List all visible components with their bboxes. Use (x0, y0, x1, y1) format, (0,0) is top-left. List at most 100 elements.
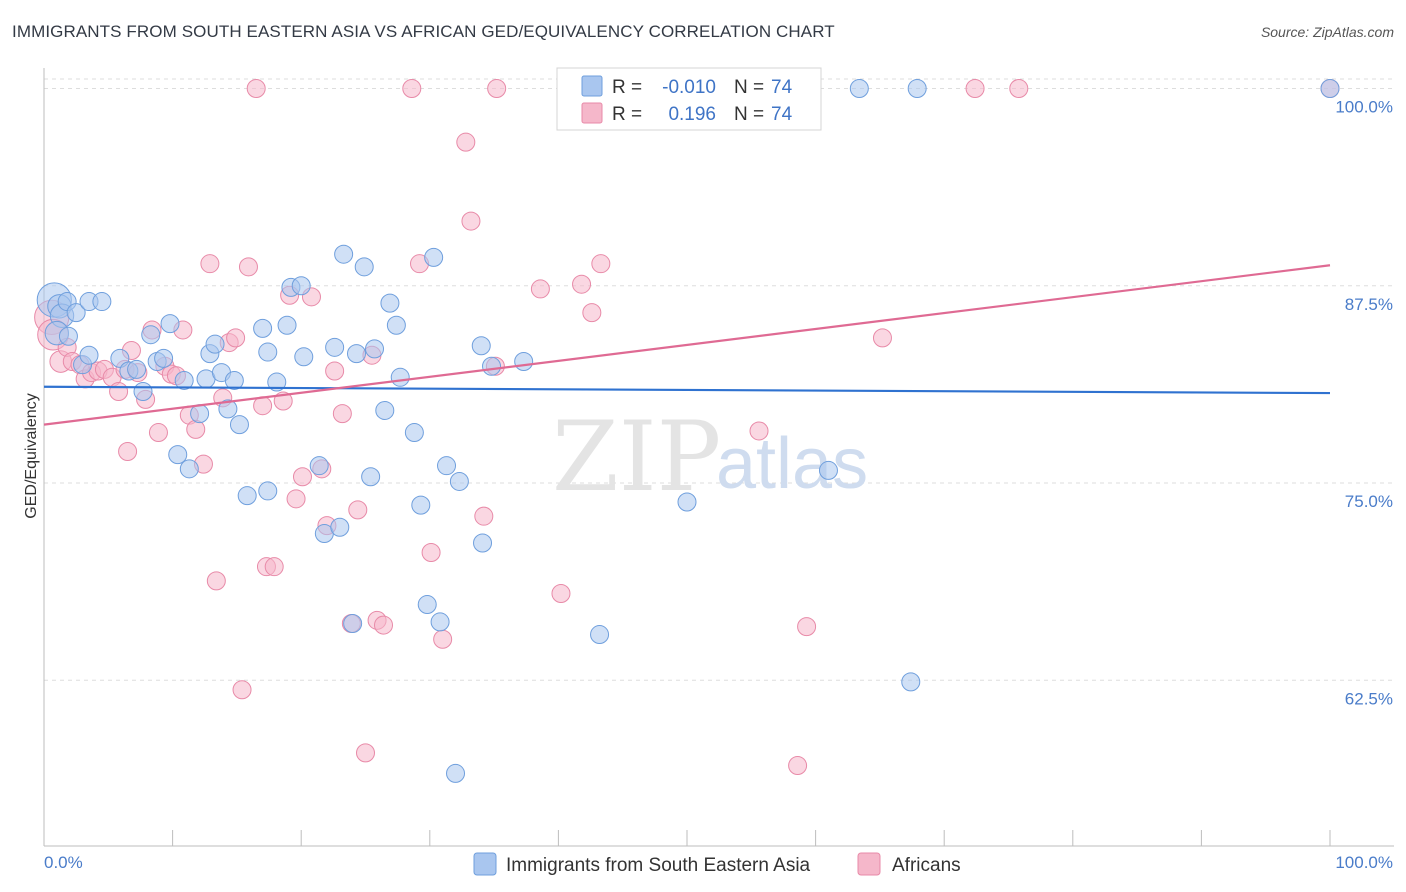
africans-point (591, 254, 611, 274)
y-tick-label: 62.5% (1345, 689, 1393, 708)
watermark-zip: ZIP (552, 401, 721, 513)
sea-immigrants-point (258, 481, 278, 501)
africans-point (118, 441, 138, 461)
series-legend: Immigrants from South Eastern Asia Afric… (473, 852, 961, 876)
sea-immigrants-point (346, 344, 366, 364)
africans-point (572, 274, 592, 294)
sea-immigrants-point (218, 399, 238, 419)
chart-source: Source: ZipAtlas.com (1260, 24, 1394, 40)
sea-immigrants-point (190, 404, 210, 424)
africans-point (148, 423, 168, 443)
sea-immigrants-point (386, 315, 406, 335)
africans-point (186, 419, 206, 439)
stats-legend-swatch-blue (581, 75, 603, 97)
africans-point (872, 328, 892, 348)
africans-point (200, 254, 220, 274)
sea-immigrants-point (417, 595, 437, 615)
sea-immigrants-point (168, 445, 188, 465)
sea-immigrants-point (430, 612, 450, 632)
africans-point (206, 571, 226, 591)
y-tick-label: 100.0% (1335, 98, 1393, 117)
sea-immigrants-point (446, 763, 466, 783)
sea-immigrants-point (267, 372, 287, 392)
sea-immigrants-point (514, 352, 534, 372)
africans-point (332, 404, 352, 424)
africans-point (292, 467, 312, 487)
sea-immigrants-point (677, 492, 697, 512)
y-tick-label: 75.0% (1345, 492, 1393, 511)
stats-legend-swatch-pink (581, 102, 603, 124)
africans-point (474, 506, 494, 526)
africans-point (264, 557, 284, 577)
grid-layer (44, 78, 1394, 681)
sea-immigrants-point (277, 315, 297, 335)
series-legend-swatch-blue (473, 852, 497, 876)
sea-immigrants-point (361, 467, 381, 487)
sea-immigrants-point (205, 334, 225, 354)
africans-point (356, 743, 375, 763)
stats-legend-r-value-pink: 0.196 (668, 104, 716, 125)
africans-point (286, 489, 306, 509)
series-legend-label-pink: Africans (892, 855, 961, 876)
sea-immigrants-point (849, 79, 869, 99)
sea-immigrants-point (253, 318, 273, 338)
africans-point (109, 382, 129, 402)
africans-point (551, 584, 571, 604)
sea-immigrants-point (127, 359, 147, 379)
sea-immigrants-point (343, 613, 363, 633)
stats-legend-n-value-pink: 74 (771, 104, 793, 125)
africans-point (421, 542, 441, 562)
africans-point (238, 257, 258, 277)
sea-immigrants-point (404, 423, 424, 443)
stats-legend-n-value-blue: 74 (771, 77, 793, 98)
sea-immigrants-point (380, 293, 400, 313)
sea-immigrants-point (229, 415, 249, 435)
africans-point (456, 132, 476, 152)
sea-immigrants-point (133, 382, 153, 402)
sea-immigrants-point (354, 257, 374, 277)
sea-immigrants-point (1320, 79, 1340, 99)
sea-immigrants-point (66, 303, 86, 323)
sea-immigrants-point (258, 342, 278, 362)
axis-layer (43, 68, 1394, 847)
sea-immigrants-point (309, 456, 329, 476)
africans-point (402, 79, 422, 99)
sea-immigrants-point (437, 456, 457, 476)
x-tick-label: 100.0% (1335, 853, 1393, 872)
africans-point (749, 421, 769, 441)
africans-point (226, 328, 246, 348)
x-tick-labels: 0.0% 100.0% (44, 853, 1393, 872)
sea-immigrants-point (390, 367, 410, 387)
sea-immigrants-point (79, 345, 99, 365)
africans-point (797, 617, 817, 637)
sea-immigrants-point (482, 356, 502, 376)
chart-title: IMMIGRANTS FROM SOUTH EASTERN ASIA VS AF… (12, 22, 835, 41)
sea-immigrants-points (36, 79, 1340, 783)
africans-point (1009, 79, 1029, 99)
sea-immigrants-point (154, 348, 174, 368)
stats-legend: R = -0.010 N = 74 R = 0.196 N = 74 (556, 67, 822, 131)
sea-immigrants-point (224, 370, 244, 390)
africans-point (232, 680, 252, 700)
sea-immigrants-point (818, 460, 838, 480)
sea-immigrants-point (471, 336, 491, 356)
sea-immigrants-point (174, 370, 194, 390)
sea-immigrants-point (449, 471, 469, 491)
sea-immigrants-trend-line (43, 385, 1331, 395)
y-tick-labels: 62.5% 75.0% 87.5% 100.0% (1335, 98, 1393, 709)
sea-immigrants-point (291, 276, 311, 296)
stats-legend-r-label-blue: R = (612, 77, 642, 98)
sea-immigrants-point (160, 314, 180, 334)
trend-lines (43, 264, 1331, 426)
stats-legend-n-label-blue: N = (734, 77, 764, 98)
sea-immigrants-point (424, 247, 444, 267)
sea-immigrants-point (294, 347, 314, 367)
sea-immigrants-point (590, 625, 610, 645)
y-tick-label: 87.5% (1345, 295, 1393, 314)
africans-point (246, 79, 266, 99)
sea-immigrants-point (334, 244, 354, 264)
africans-point (582, 303, 602, 323)
africans-point (965, 79, 985, 99)
x-tick-label: 0.0% (44, 853, 83, 872)
